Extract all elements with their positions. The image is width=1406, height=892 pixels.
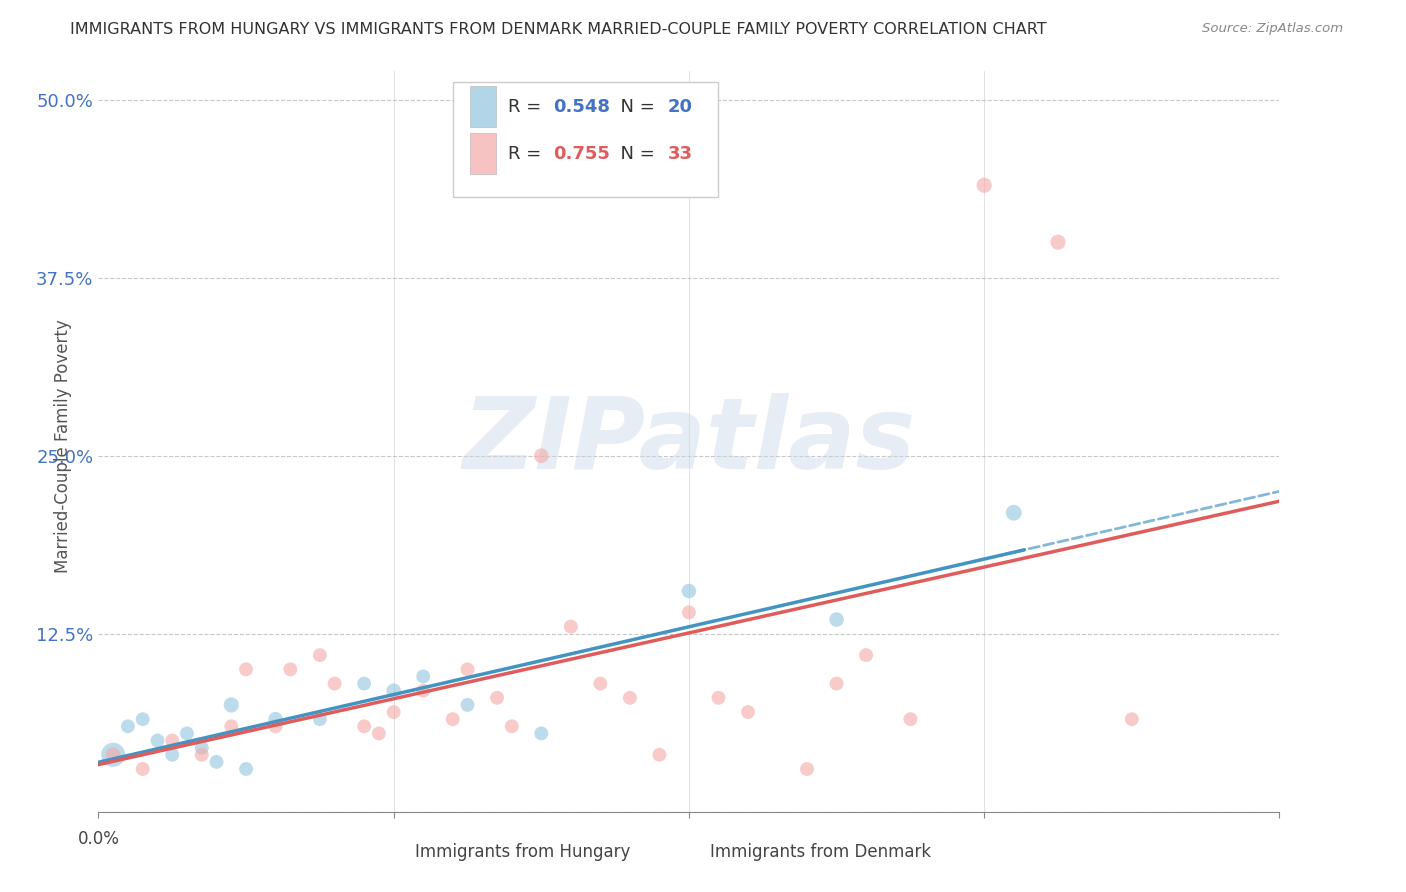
Point bbox=[368, 726, 391, 740]
Text: Immigrants from Denmark: Immigrants from Denmark bbox=[710, 844, 931, 862]
Point bbox=[191, 747, 214, 762]
Point bbox=[486, 690, 509, 705]
Point bbox=[412, 669, 434, 683]
Point bbox=[205, 755, 228, 769]
Point bbox=[796, 762, 818, 776]
Point bbox=[221, 719, 243, 733]
Point bbox=[1046, 235, 1070, 250]
Text: Source: ZipAtlas.com: Source: ZipAtlas.com bbox=[1202, 22, 1343, 36]
Text: ZIPatlas: ZIPatlas bbox=[463, 393, 915, 490]
Point bbox=[619, 690, 641, 705]
Point bbox=[353, 676, 375, 690]
Text: N =: N = bbox=[609, 97, 661, 116]
Point bbox=[973, 178, 995, 193]
Point bbox=[825, 613, 848, 627]
Point bbox=[162, 733, 183, 747]
Text: Married-Couple Family Poverty: Married-Couple Family Poverty bbox=[55, 319, 72, 573]
Text: 0.548: 0.548 bbox=[553, 97, 610, 116]
Point bbox=[353, 719, 375, 733]
Point bbox=[737, 705, 759, 719]
Point bbox=[382, 683, 405, 698]
Point bbox=[825, 676, 848, 690]
Text: 0.755: 0.755 bbox=[553, 145, 610, 163]
Text: 33: 33 bbox=[668, 145, 693, 163]
Point bbox=[530, 726, 553, 740]
Point bbox=[441, 712, 464, 726]
Text: IMMIGRANTS FROM HUNGARY VS IMMIGRANTS FROM DENMARK MARRIED-COUPLE FAMILY POVERTY: IMMIGRANTS FROM HUNGARY VS IMMIGRANTS FR… bbox=[70, 22, 1047, 37]
Point bbox=[235, 662, 257, 676]
Point bbox=[235, 762, 257, 776]
Point bbox=[103, 747, 125, 762]
Point bbox=[855, 648, 877, 662]
Text: R =: R = bbox=[508, 97, 547, 116]
Text: N =: N = bbox=[609, 145, 661, 163]
Point bbox=[678, 584, 700, 599]
Point bbox=[221, 698, 243, 712]
Point bbox=[457, 698, 479, 712]
Point bbox=[900, 712, 922, 726]
Text: 0.0%: 0.0% bbox=[77, 830, 120, 848]
Text: R =: R = bbox=[508, 145, 547, 163]
Text: Immigrants from Hungary: Immigrants from Hungary bbox=[415, 844, 630, 862]
Point bbox=[132, 762, 155, 776]
Point bbox=[530, 449, 553, 463]
FancyBboxPatch shape bbox=[453, 82, 718, 197]
Point bbox=[264, 712, 287, 726]
Point bbox=[707, 690, 730, 705]
Point bbox=[280, 662, 302, 676]
Text: 20: 20 bbox=[668, 97, 693, 116]
Point bbox=[412, 683, 434, 698]
Point bbox=[648, 747, 671, 762]
FancyBboxPatch shape bbox=[678, 840, 703, 866]
Point bbox=[117, 719, 139, 733]
Point bbox=[457, 662, 479, 676]
Point bbox=[132, 712, 155, 726]
Point bbox=[382, 705, 405, 719]
Point bbox=[309, 712, 332, 726]
Point bbox=[264, 719, 287, 733]
Point bbox=[1002, 506, 1025, 520]
FancyBboxPatch shape bbox=[471, 134, 496, 174]
Point bbox=[309, 648, 332, 662]
Point bbox=[146, 733, 169, 747]
FancyBboxPatch shape bbox=[382, 840, 408, 866]
Point bbox=[191, 740, 214, 755]
Point bbox=[176, 726, 198, 740]
Point bbox=[162, 747, 183, 762]
Point bbox=[501, 719, 523, 733]
Point bbox=[560, 619, 582, 633]
FancyBboxPatch shape bbox=[471, 87, 496, 127]
Point bbox=[323, 676, 346, 690]
Point bbox=[589, 676, 612, 690]
Point bbox=[103, 747, 125, 762]
Point bbox=[678, 606, 700, 620]
Point bbox=[1121, 712, 1143, 726]
